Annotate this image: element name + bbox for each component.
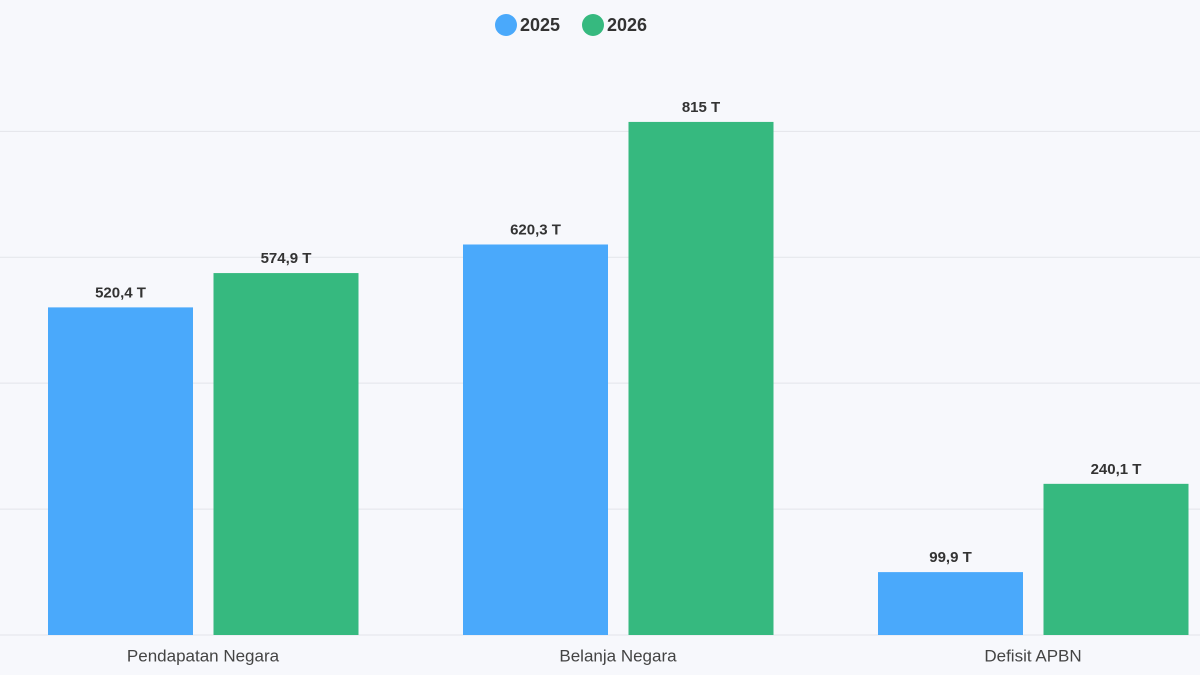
x-tick-label: Belanja Negara xyxy=(559,646,677,665)
legend-swatch xyxy=(495,14,517,36)
legend-label: 2025 xyxy=(520,15,560,35)
bar xyxy=(878,572,1023,635)
bar xyxy=(1043,483,1189,635)
value-label: 520,4 T xyxy=(95,284,146,301)
value-label: 815 T xyxy=(682,99,720,116)
bar xyxy=(213,273,359,635)
x-tick-label: Pendapatan Negara xyxy=(127,646,280,665)
bar xyxy=(48,307,193,635)
legend-swatch xyxy=(582,14,604,36)
bar xyxy=(463,244,608,635)
bar xyxy=(628,121,774,635)
value-label: 574,9 T xyxy=(261,250,312,267)
legend-label: 2026 xyxy=(607,15,647,35)
x-tick-label: Defisit APBN xyxy=(984,646,1081,665)
value-label: 240,1 T xyxy=(1091,461,1142,478)
value-label: 99,9 T xyxy=(929,549,972,566)
value-label: 620,3 T xyxy=(510,221,561,238)
